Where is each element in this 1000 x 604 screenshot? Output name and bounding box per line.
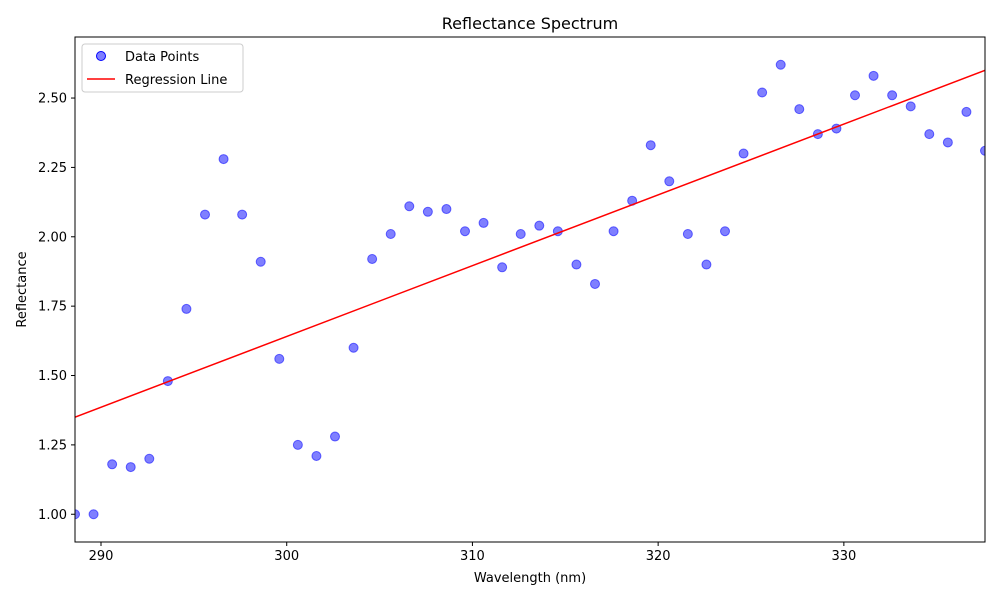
- data-point: [664, 176, 675, 187]
- y-axis-label: Reflectance: [15, 251, 30, 327]
- legend-box: [81, 43, 244, 93]
- legend-marker-data-points: [96, 51, 106, 61]
- data-point: [757, 87, 768, 98]
- data-point: [924, 129, 935, 140]
- data-point: [441, 204, 452, 215]
- x-axis: 290 300 310 320 330: [89, 542, 856, 564]
- data-point: [794, 104, 805, 115]
- data-point: [515, 229, 526, 240]
- data-point: [701, 259, 712, 270]
- x-tick-label: 310: [460, 549, 485, 564]
- data-point: [905, 101, 916, 112]
- data-point: [385, 229, 396, 240]
- y-tick-label: 2.50: [38, 92, 67, 107]
- data-point: [367, 253, 378, 264]
- x-tick-label: 320: [646, 549, 671, 564]
- data-point: [460, 226, 470, 237]
- data-point: [125, 462, 136, 473]
- x-tick-label: 300: [274, 549, 299, 564]
- data-point: [645, 140, 656, 151]
- data-point: [868, 70, 879, 81]
- data-point: [497, 262, 508, 273]
- data-point: [534, 220, 545, 231]
- data-point: [775, 59, 786, 70]
- data-point: [850, 90, 860, 101]
- data-point: [311, 450, 322, 461]
- x-tick-label: 330: [831, 549, 856, 564]
- x-tick-label: 290: [89, 549, 114, 564]
- data-point: [478, 217, 489, 228]
- legend: Data Points Regression Line: [81, 43, 244, 93]
- data-point: [107, 459, 118, 470]
- legend-label-regression-line: Regression Line: [125, 73, 227, 88]
- data-point: [422, 206, 433, 217]
- data-point: [590, 278, 600, 289]
- data-point: [942, 137, 953, 148]
- y-tick-label: 1.25: [38, 438, 67, 453]
- data-point: [404, 201, 415, 212]
- data-point: [348, 342, 359, 353]
- data-point: [961, 106, 972, 117]
- data-point: [887, 90, 898, 101]
- y-tick-label: 2.00: [38, 230, 67, 245]
- data-point: [200, 209, 210, 220]
- chart-title: Reflectance Spectrum: [442, 14, 618, 33]
- x-axis-label: Wavelength (nm): [474, 571, 586, 586]
- data-point: [144, 453, 155, 464]
- y-tick-label: 2.25: [38, 161, 67, 176]
- plot-area: [75, 59, 985, 520]
- data-point: [218, 154, 229, 165]
- data-point: [75, 509, 80, 520]
- data-point: [720, 226, 730, 237]
- data-point: [88, 509, 99, 520]
- y-tick-label: 1.50: [38, 369, 67, 384]
- data-point: [738, 148, 749, 159]
- data-point: [255, 256, 266, 267]
- data-point: [292, 439, 303, 450]
- y-axis: 1.00 1.25 1.50 1.75 2.00 2.25 2.50: [38, 92, 75, 523]
- regression-line: [75, 69, 985, 418]
- y-tick-label: 1.75: [38, 300, 67, 315]
- data-point: [608, 226, 619, 237]
- data-point: [237, 209, 248, 220]
- data-point: [980, 145, 985, 156]
- data-point: [571, 259, 582, 270]
- data-point: [330, 431, 340, 442]
- y-tick-label: 1.00: [38, 508, 67, 523]
- legend-label-data-points: Data Points: [125, 50, 199, 65]
- data-point: [181, 303, 192, 314]
- data-point: [682, 229, 693, 240]
- plot-frame: [74, 36, 986, 543]
- data-point: [274, 353, 285, 364]
